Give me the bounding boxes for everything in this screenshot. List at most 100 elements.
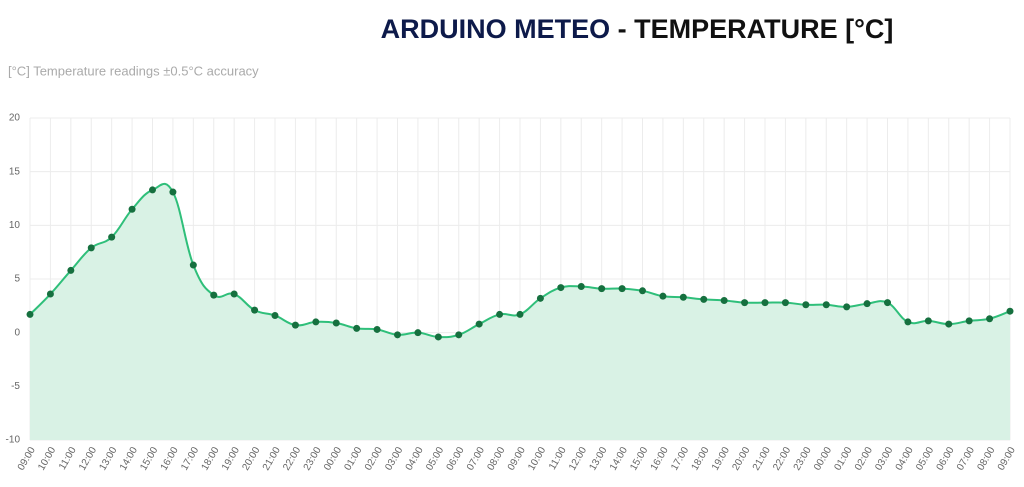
- data-point: [475, 320, 483, 328]
- x-tick-label: 08:00: [485, 445, 507, 473]
- data-point: [455, 331, 463, 339]
- x-tick-label: 09:00: [16, 445, 38, 473]
- chart-title: ARDUINO METEO - TEMPERATURE [°C]: [381, 14, 894, 44]
- y-tick-label: 10: [9, 220, 21, 231]
- x-tick-label: 03:00: [383, 445, 405, 473]
- x-tick-label: 02:00: [853, 445, 875, 473]
- x-tick-label: 02:00: [363, 445, 385, 473]
- x-tick-label: 04:00: [404, 445, 426, 473]
- data-point: [516, 310, 524, 318]
- data-point: [414, 329, 422, 337]
- data-point: [1006, 307, 1014, 315]
- data-point: [924, 317, 932, 325]
- x-tick-label: 09:00: [506, 445, 528, 473]
- x-tick-label: 01:00: [343, 445, 365, 473]
- x-tick-label: 18:00: [690, 445, 712, 473]
- data-point: [904, 318, 912, 326]
- x-tick-label: 10:00: [36, 445, 58, 473]
- x-tick-label: 05:00: [424, 445, 446, 473]
- data-point: [659, 292, 667, 300]
- x-tick-label: 10:00: [526, 445, 548, 473]
- data-point: [291, 321, 299, 329]
- x-tick-label: 22:00: [281, 445, 303, 473]
- x-tick-label: 05:00: [914, 445, 936, 473]
- data-point: [945, 320, 953, 328]
- data-point: [332, 319, 340, 327]
- x-tick-label: 20:00: [730, 445, 752, 473]
- x-tick-label: 20:00: [240, 445, 262, 473]
- data-point: [353, 324, 361, 332]
- x-tick-label: 23:00: [792, 445, 814, 473]
- data-point: [577, 283, 585, 291]
- area: [30, 183, 1010, 441]
- data-point: [843, 303, 851, 311]
- data-point: [598, 285, 606, 293]
- x-tick-label: 14:00: [608, 445, 630, 473]
- x-tick-label: 16:00: [159, 445, 181, 473]
- data-point: [108, 233, 116, 241]
- data-point: [149, 186, 156, 194]
- data-point: [679, 293, 687, 301]
- x-tick-label: 08:00: [975, 445, 997, 473]
- x-tick-label: 21:00: [261, 445, 283, 473]
- data-point: [761, 299, 769, 307]
- data-point: [802, 301, 810, 309]
- data-point: [720, 296, 728, 304]
- title-suffix: - TEMPERATURE [°C]: [610, 14, 893, 44]
- data-point: [639, 287, 646, 295]
- data-point: [863, 300, 871, 308]
- data-point: [189, 261, 197, 269]
- x-tick-label: 09:00: [996, 445, 1018, 473]
- x-tick-label: 19:00: [220, 445, 242, 473]
- x-tick-label: 17:00: [179, 445, 201, 473]
- x-tick-label: 12:00: [77, 445, 99, 473]
- x-tick-label: 11:00: [547, 445, 569, 472]
- y-tick-label: 15: [9, 166, 21, 177]
- y-tick-label: 5: [14, 274, 20, 285]
- data-point: [822, 301, 830, 309]
- data-point: [251, 306, 259, 314]
- y-tick-label: -10: [6, 435, 21, 446]
- x-tick-label: 19:00: [710, 445, 732, 473]
- data-point: [557, 284, 565, 292]
- x-tick-label: 23:00: [302, 445, 324, 473]
- data-point: [965, 317, 973, 325]
- x-tick-label: 15:00: [138, 445, 160, 473]
- x-tick-label: 01:00: [833, 445, 855, 473]
- x-tick-label: 07:00: [955, 445, 977, 473]
- chart-subtitle: [°C] Temperature readings ±0.5°C accurac…: [8, 63, 259, 78]
- data-point: [884, 299, 891, 307]
- x-tick-label: 11:00: [57, 445, 79, 472]
- data-point: [87, 244, 95, 252]
- x-tick-label: 07:00: [465, 445, 487, 473]
- x-tick-label: 17:00: [669, 445, 691, 473]
- data-point: [210, 291, 218, 299]
- data-point: [986, 315, 994, 323]
- x-tick-label: 14:00: [118, 445, 140, 473]
- data-point: [128, 205, 136, 213]
- data-point: [536, 294, 544, 302]
- y-tick-label: 20: [9, 113, 21, 124]
- x-tick-label: 15:00: [628, 445, 650, 473]
- x-tick-label: 13:00: [98, 445, 120, 473]
- data-point: [394, 331, 401, 339]
- x-tick-label: 12:00: [567, 445, 589, 473]
- x-tick-label: 22:00: [771, 445, 793, 473]
- data-point: [312, 318, 320, 326]
- data-point: [26, 310, 34, 318]
- y-tick-label: -5: [11, 381, 20, 392]
- x-tick-label: 06:00: [445, 445, 467, 473]
- x-tick-label: 03:00: [873, 445, 895, 473]
- data-point: [618, 285, 626, 293]
- data-point: [271, 311, 279, 319]
- x-tick-label: 13:00: [588, 445, 610, 473]
- x-tick-label: 00:00: [322, 445, 344, 473]
- data-point: [496, 310, 504, 318]
- data-point: [781, 299, 789, 307]
- data-point: [230, 290, 238, 298]
- x-tick-label: 06:00: [935, 445, 957, 473]
- title-main: ARDUINO METEO: [381, 14, 611, 44]
- data-point: [373, 325, 381, 333]
- x-tick-label: 16:00: [649, 445, 671, 473]
